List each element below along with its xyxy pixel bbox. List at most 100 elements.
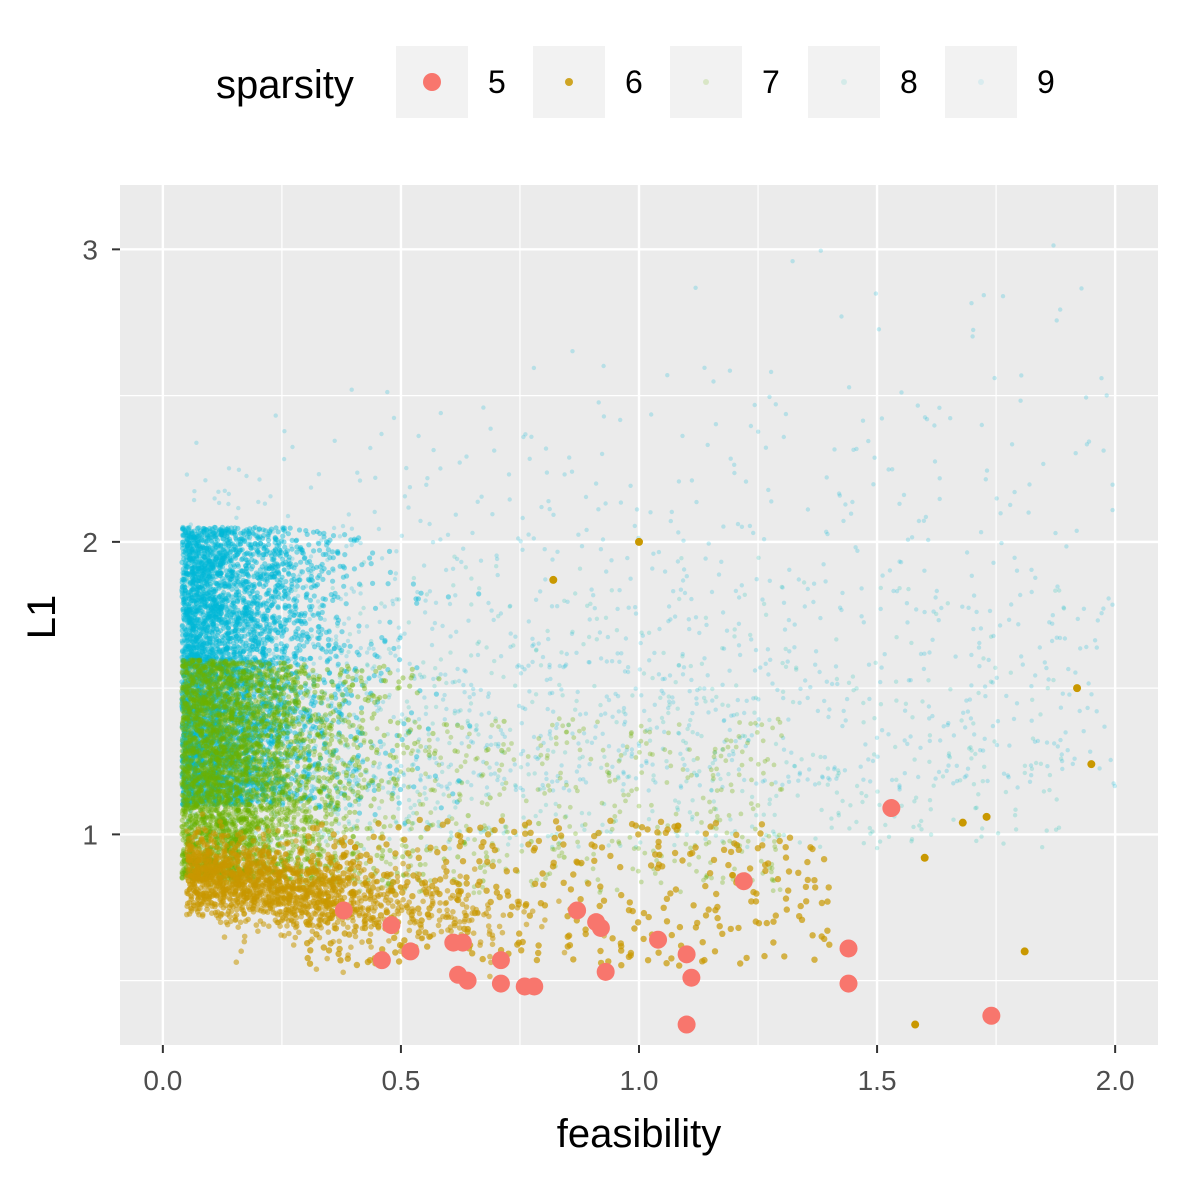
data-point: [1000, 294, 1006, 299]
data-point: [271, 529, 276, 534]
data-point: [454, 629, 459, 634]
data-point: [346, 745, 351, 750]
data-point: [191, 775, 196, 781]
data-point: [1029, 773, 1034, 778]
data-point: [768, 369, 774, 375]
data-point: [861, 620, 866, 625]
data-point: [202, 736, 207, 741]
data-point: [338, 596, 344, 602]
data-point: [244, 590, 250, 595]
data-point: [622, 719, 628, 724]
data-point: [1053, 588, 1058, 593]
data-point: [573, 707, 578, 712]
data-point: [545, 706, 550, 712]
data-point: [507, 497, 512, 502]
data-point: [807, 767, 812, 772]
data-point: [476, 732, 481, 737]
data-point: [521, 815, 526, 820]
data-point: [208, 775, 213, 780]
data-point: [373, 475, 378, 480]
data-point: [861, 720, 866, 725]
data-point: [767, 578, 772, 583]
data-point: [396, 625, 401, 630]
data-point: [591, 593, 596, 598]
data-point: [192, 675, 198, 680]
data-point: [215, 782, 221, 788]
data-point: [709, 788, 714, 793]
data-point: [210, 628, 215, 633]
data-point: [379, 556, 385, 561]
data-point: [185, 613, 190, 619]
data-point: [478, 772, 483, 777]
data-point: [790, 699, 796, 705]
data-point: [511, 643, 516, 648]
data-point: [396, 645, 402, 650]
data-point: [246, 726, 251, 731]
data-point: [1065, 748, 1070, 753]
data-point: [623, 636, 629, 641]
data-point: [969, 573, 974, 578]
data-point: [324, 542, 330, 548]
data-point: [783, 411, 789, 417]
data-point: [621, 769, 626, 775]
data-point: [593, 724, 598, 729]
data-point: [351, 712, 357, 717]
data-point: [617, 659, 622, 664]
data-point: [589, 740, 595, 745]
data-point: [672, 842, 677, 848]
data-point: [751, 530, 756, 536]
data-point: [781, 695, 786, 701]
data-point: [402, 494, 408, 499]
data-point: [860, 799, 865, 805]
data-point: [438, 410, 443, 416]
data-point: [197, 651, 203, 656]
data-point: [438, 657, 444, 662]
data-point: [745, 738, 751, 743]
data-point: [964, 550, 970, 555]
data-point: [694, 701, 699, 706]
data-point: [345, 638, 351, 644]
data-point: [633, 611, 639, 616]
data-point: [1086, 439, 1092, 444]
data-point: [543, 802, 549, 808]
data-point: [224, 582, 229, 587]
data-point: [308, 819, 314, 825]
data-point: [340, 523, 346, 529]
data-point: [392, 771, 398, 777]
data-point: [890, 467, 895, 472]
data-point: [693, 615, 699, 620]
data-point: [229, 820, 234, 825]
data-point: [361, 605, 366, 611]
data-point: [705, 442, 710, 448]
data-point: [244, 738, 249, 743]
data-point: [666, 604, 672, 609]
data-point: [425, 476, 430, 481]
data-point: [1033, 760, 1039, 766]
data-point: [594, 616, 600, 621]
data-point: [402, 631, 407, 636]
data-point: [184, 635, 189, 641]
data-point: [827, 777, 832, 782]
data-point: [302, 722, 307, 727]
data-point: [820, 775, 825, 780]
data-point: [496, 744, 501, 749]
data-point: [817, 669, 822, 675]
data-point: [365, 787, 370, 793]
data-point: [875, 789, 880, 794]
data-point: [720, 682, 725, 687]
data-point: [690, 814, 695, 819]
data-point: [278, 689, 284, 694]
data-point: [207, 710, 213, 715]
data-point: [695, 830, 700, 835]
data-point: [186, 716, 192, 721]
data-point: [278, 625, 284, 630]
legend-key-swatch: [423, 73, 441, 91]
data-point: [934, 611, 939, 617]
data-point: [447, 814, 452, 819]
data-point: [277, 746, 282, 751]
data-point: [550, 788, 556, 793]
data-point: [1072, 756, 1077, 761]
data-point: [1029, 718, 1034, 723]
data-point: [981, 293, 986, 298]
data-point: [467, 695, 472, 700]
